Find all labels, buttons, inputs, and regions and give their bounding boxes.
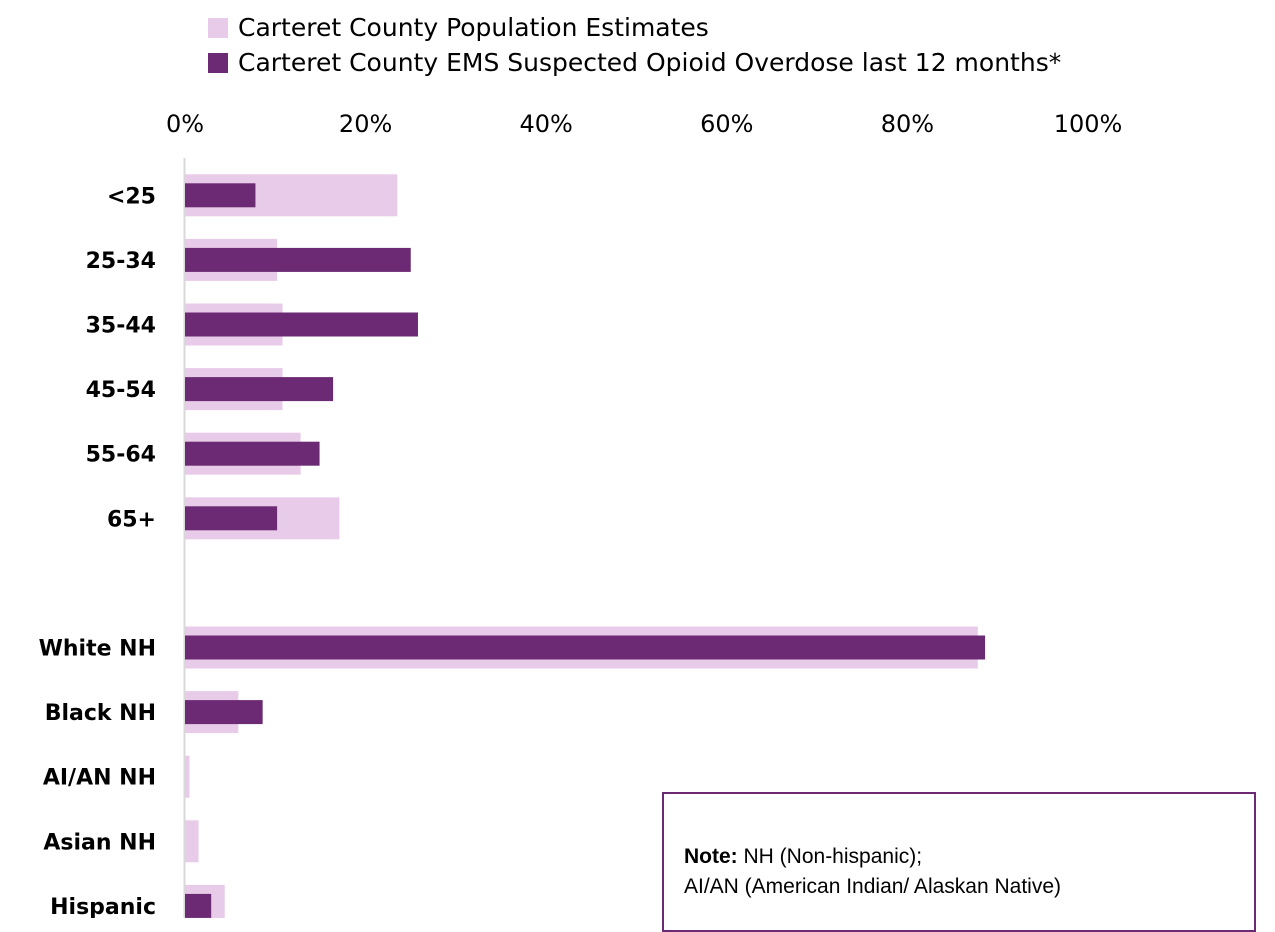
category-label: 35-44 [86, 314, 156, 339]
category-label: 65+ [107, 507, 156, 532]
bar-ems-overdose [185, 183, 256, 208]
legend-swatch-population [208, 17, 228, 38]
bar-ems-overdose [185, 247, 411, 272]
note-line-1: Note: NH (Non-hispanic); [684, 842, 1254, 872]
bar-population [185, 820, 199, 863]
x-tick-label: 0% [166, 110, 204, 138]
note-label: Note: [684, 845, 738, 868]
x-tick-label: 80% [881, 110, 934, 138]
bar-ems-overdose [185, 635, 986, 660]
bar-ems-overdose [185, 377, 334, 402]
legend-item-ems: Carteret County EMS Suspected Opioid Ove… [208, 45, 1061, 80]
bar-ems-overdose [185, 893, 212, 918]
category-label: Asian NH [43, 830, 156, 855]
category-label: 45-54 [86, 378, 156, 403]
bar-ems-overdose [185, 700, 263, 725]
legend: Carteret County Population Estimates Car… [208, 10, 1061, 80]
bar-ems-overdose [185, 312, 418, 337]
category-label: AI/AN NH [43, 766, 156, 791]
category-label: Black NH [45, 701, 156, 726]
legend-swatch-ems [208, 52, 228, 73]
x-tick-label: 20% [339, 110, 392, 138]
category-label: <25 [107, 184, 156, 209]
category-label: White NH [39, 637, 156, 662]
category-label: Hispanic [50, 895, 156, 918]
category-label: 55-64 [86, 443, 156, 468]
legend-item-population: Carteret County Population Estimates [208, 10, 1061, 45]
x-tick-label: 40% [520, 110, 573, 138]
note-text-1: NH (Non-hispanic); [737, 845, 923, 868]
x-tick-label: 60% [700, 110, 753, 138]
bar-population [185, 755, 190, 798]
x-tick-label: 100% [1054, 110, 1123, 138]
legend-label-population: Carteret County Population Estimates [238, 13, 709, 42]
bar-ems-overdose [185, 441, 320, 466]
legend-label-ems: Carteret County EMS Suspected Opioid Ove… [238, 48, 1062, 77]
category-label: 25-34 [86, 249, 156, 274]
note-line-2: AI/AN (American Indian/ Alaskan Native) [684, 875, 1061, 898]
bar-ems-overdose [185, 506, 278, 531]
note-box: Note: NH (Non-hispanic); AI/AN (American… [662, 792, 1256, 932]
